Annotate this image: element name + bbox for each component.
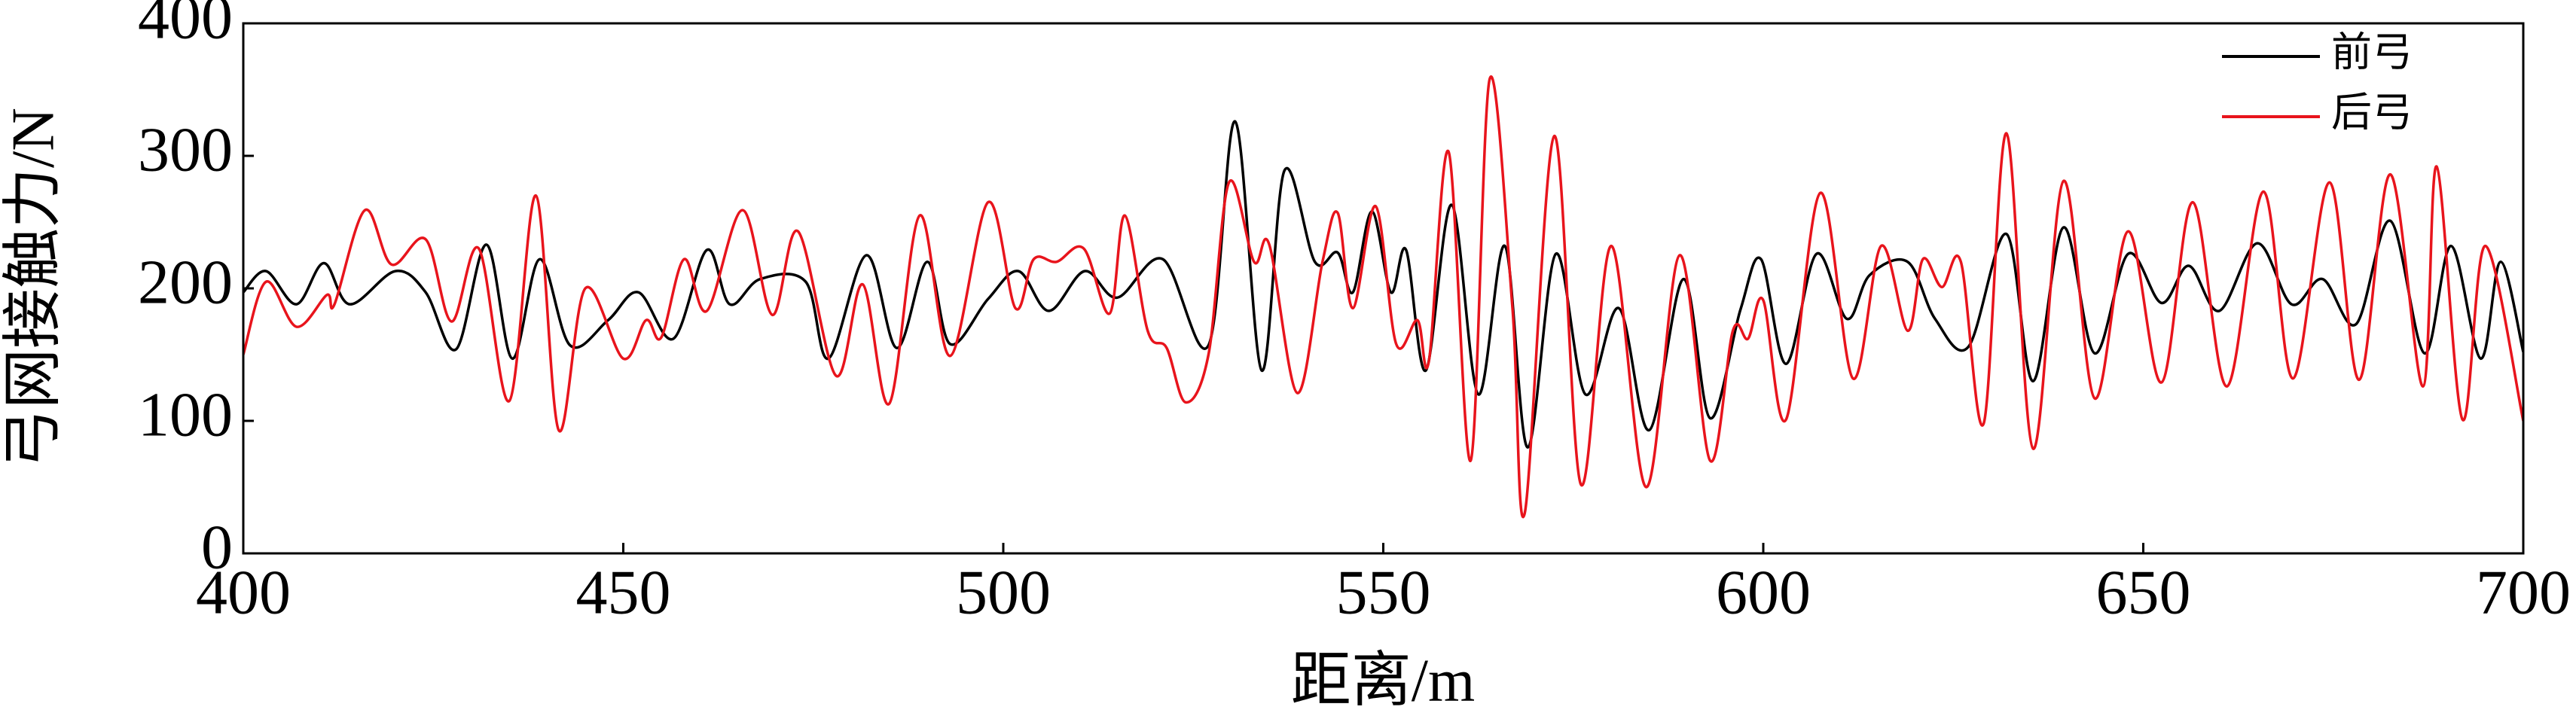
y-tick-label: 300	[138, 114, 233, 184]
data-line	[243, 120, 2523, 449]
x-tick-label: 400	[196, 557, 291, 627]
y-tick-label: 0	[201, 512, 233, 582]
y-tick-label: 400	[138, 0, 233, 52]
y-tick-label: 200	[138, 247, 233, 317]
legend-label: 后弓	[2331, 90, 2413, 135]
x-axis-label: 距离/m	[1291, 647, 1475, 714]
x-tick-label: 600	[1716, 557, 1811, 627]
x-tick-label: 550	[1336, 557, 1431, 627]
plot-frame	[242, 22, 2525, 555]
y-tick-label: 100	[138, 379, 233, 449]
x-tick-label: 500	[956, 557, 1051, 627]
x-tick-label: 450	[576, 557, 671, 627]
x-tick-label: 650	[2096, 557, 2191, 627]
legend-label: 前弓	[2331, 29, 2413, 75]
x-tick-label: 700	[2476, 557, 2571, 627]
data-line	[243, 75, 2523, 519]
y-axis-label: 弓网接触力/N	[0, 108, 66, 469]
